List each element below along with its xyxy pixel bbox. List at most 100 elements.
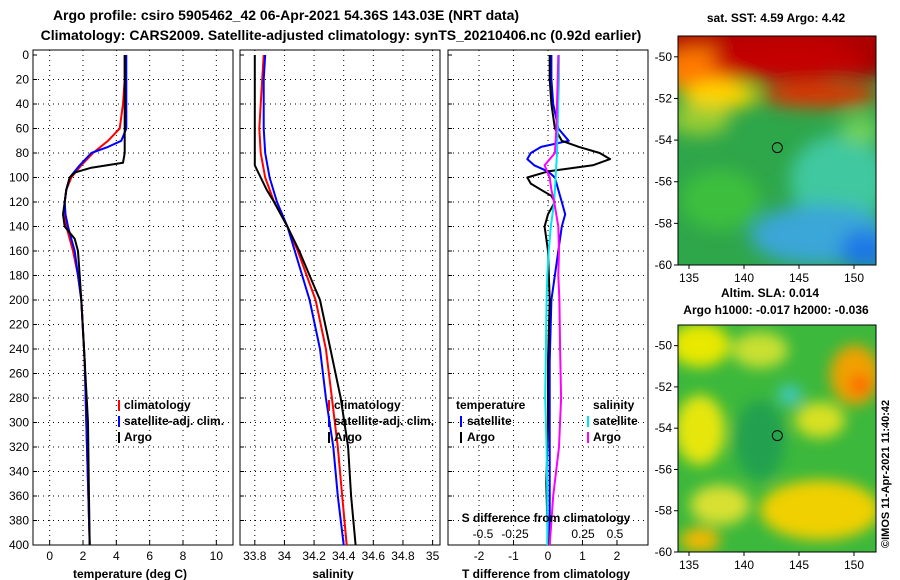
x-tick-label: 34 xyxy=(278,549,292,563)
depth-tick-label: 360 xyxy=(9,489,29,503)
x-tick-label: 35 xyxy=(426,549,440,563)
legend-argo-label: Argo xyxy=(124,430,152,444)
depth-tick-label: 40 xyxy=(16,97,30,111)
sla-argo-location-marker xyxy=(771,430,783,442)
x-top-tick-label: 0.5 xyxy=(607,527,624,541)
legend-satellite-label: satellite-adj. clim. xyxy=(334,414,434,428)
map-y-tick-label: -60 xyxy=(655,545,673,559)
legend-satellite-swatch xyxy=(118,416,120,427)
sst-map-title: sat. SST: 4.59 Argo: 4.42 xyxy=(707,11,846,25)
temperature-axis-label: temperature (deg C) xyxy=(73,567,187,580)
map-y-tick-label: -58 xyxy=(655,504,673,518)
depth-tick-label: 280 xyxy=(9,391,29,405)
x-tick-label: 8 xyxy=(180,549,187,563)
depth-axis: 0 20 40 60 80 100 120 140 160 180 200 220 240 260 280 3… xyxy=(9,48,452,552)
legend-climatology-swatch xyxy=(118,400,120,411)
x-top-tick-label: 0.25 xyxy=(571,527,595,541)
legend-t-satellite-swatch xyxy=(460,416,462,427)
depth-tick-label: 380 xyxy=(9,514,29,528)
series-line-argo xyxy=(253,55,357,546)
depth-tick-label: 320 xyxy=(9,440,29,454)
figure-subtitle: Climatology: CARS2009. Satellite-adjuste… xyxy=(41,27,642,43)
x-tick-label: 4 xyxy=(113,549,120,563)
legend-climatology-label: climatology xyxy=(334,398,401,412)
sla-map-axes: -50 -52 -54 -56 -58 -60 135 140 145 150 xyxy=(655,339,865,572)
sla-map-frame xyxy=(677,324,877,553)
depth-tick-label: 140 xyxy=(9,220,29,234)
x-tick-label: 2 xyxy=(80,549,87,563)
figure-title: Argo profile: csiro 5905462_42 06-Apr-20… xyxy=(53,7,519,23)
depth-tick-label: 60 xyxy=(16,122,30,136)
x-tick-label: -2 xyxy=(474,549,485,563)
map-y-tick-label: -56 xyxy=(655,462,673,476)
x-tick-label: 10 xyxy=(210,549,224,563)
x-tick-label: 0 xyxy=(545,549,552,563)
legend-t-satellite-label: satellite xyxy=(467,414,512,428)
sla-map: Altim. SLA: 0.014 Argo h1000: -0.017 h20… xyxy=(655,286,877,572)
sst-map-frame xyxy=(677,35,877,266)
map-y-tick-label: -54 xyxy=(655,421,673,435)
legend-argo-swatch xyxy=(328,432,330,443)
x-tick-label: 6 xyxy=(146,549,153,563)
legend-temperature-header: temperature xyxy=(456,398,526,412)
sst-argo-location-marker xyxy=(771,142,783,154)
sst-map-image xyxy=(678,36,876,265)
map-y-tick-label: -56 xyxy=(655,175,673,189)
depth-tick-label: 0 xyxy=(22,48,29,62)
sst-map-axes: -50 -52 -54 -56 -58 -60 135 140 145 150 xyxy=(655,50,865,285)
salinity-legend: climatology satellite-adj. clim. Argo xyxy=(328,398,434,444)
legend-climatology-label: climatology xyxy=(124,398,191,412)
x-tick-label: 34.2 xyxy=(302,549,326,563)
depth-tick-label: 160 xyxy=(9,244,29,258)
legend-s-satellite-swatch xyxy=(587,416,589,427)
salinity-panel-frame xyxy=(239,49,441,546)
depth-tick-label: 100 xyxy=(9,171,29,185)
x-tick-label: 0 xyxy=(46,549,53,563)
map-x-tick-label: 145 xyxy=(789,558,809,572)
x-tick-label: 33.8 xyxy=(243,549,267,563)
series-line-s-argo xyxy=(543,54,563,546)
depth-tick-label: 220 xyxy=(9,318,29,332)
series-line-climatology xyxy=(258,54,348,546)
legend-s-argo-label: Argo xyxy=(593,430,621,444)
sst-map: sat. SST: 4.59 Argo: 4.42 -50 -52 -54 -56 -5… xyxy=(655,11,877,285)
x-tick-label: 34.4 xyxy=(332,549,356,563)
legend-s-satellite-label: satellite xyxy=(593,414,638,428)
x-tick-label: 1 xyxy=(579,549,586,563)
depth-tick-label: 300 xyxy=(9,416,29,430)
profile-series xyxy=(62,54,612,546)
x-tick-label: -1 xyxy=(508,549,519,563)
depth-tick-label: 260 xyxy=(9,367,29,381)
map-x-tick-label: 150 xyxy=(844,558,864,572)
map-y-tick-label: -50 xyxy=(655,339,673,353)
map-x-tick-label: 150 xyxy=(844,271,864,285)
map-y-tick-label: -54 xyxy=(655,133,673,147)
depth-tick-label: 200 xyxy=(9,293,29,307)
imos-credit: ©IMOS 11-Apr-2021 11:40:42 xyxy=(880,400,892,548)
depth-tick-label: 240 xyxy=(9,342,29,356)
map-y-tick-label: -60 xyxy=(655,258,673,272)
map-y-tick-label: -58 xyxy=(655,216,673,230)
map-x-tick-label: 135 xyxy=(679,271,699,285)
x-tick-label: 34.8 xyxy=(391,549,415,563)
x-top-tick-label: -0.25 xyxy=(501,527,529,541)
map-y-tick-label: -50 xyxy=(655,50,673,64)
depth-tick-label: 80 xyxy=(16,146,30,160)
sla-map-image xyxy=(678,325,876,552)
depth-tick-label: 180 xyxy=(9,269,29,283)
legend-satellite-swatch xyxy=(328,416,330,427)
depth-tick-label: 120 xyxy=(9,195,29,209)
depth-tick-label: 20 xyxy=(16,73,30,87)
depth-tick-label: 400 xyxy=(9,538,29,552)
map-y-tick-label: -52 xyxy=(655,380,673,394)
sla-map-title: Altim. SLA: 0.014 xyxy=(721,286,819,300)
sla-map-subtitle: Argo h1000: -0.017 h2000: -0.036 xyxy=(683,303,869,317)
salinity-axis-label: salinity xyxy=(312,567,354,580)
x-tick-label: 2 xyxy=(614,549,621,563)
legend-satellite-label: satellite-adj. clim. xyxy=(124,414,224,428)
t-difference-axis-label: T difference from climatology xyxy=(462,567,630,580)
s-difference-axis-label: S difference from climatology xyxy=(462,511,631,525)
map-y-tick-label: -52 xyxy=(655,91,673,105)
series-line-t-argo xyxy=(526,55,612,546)
